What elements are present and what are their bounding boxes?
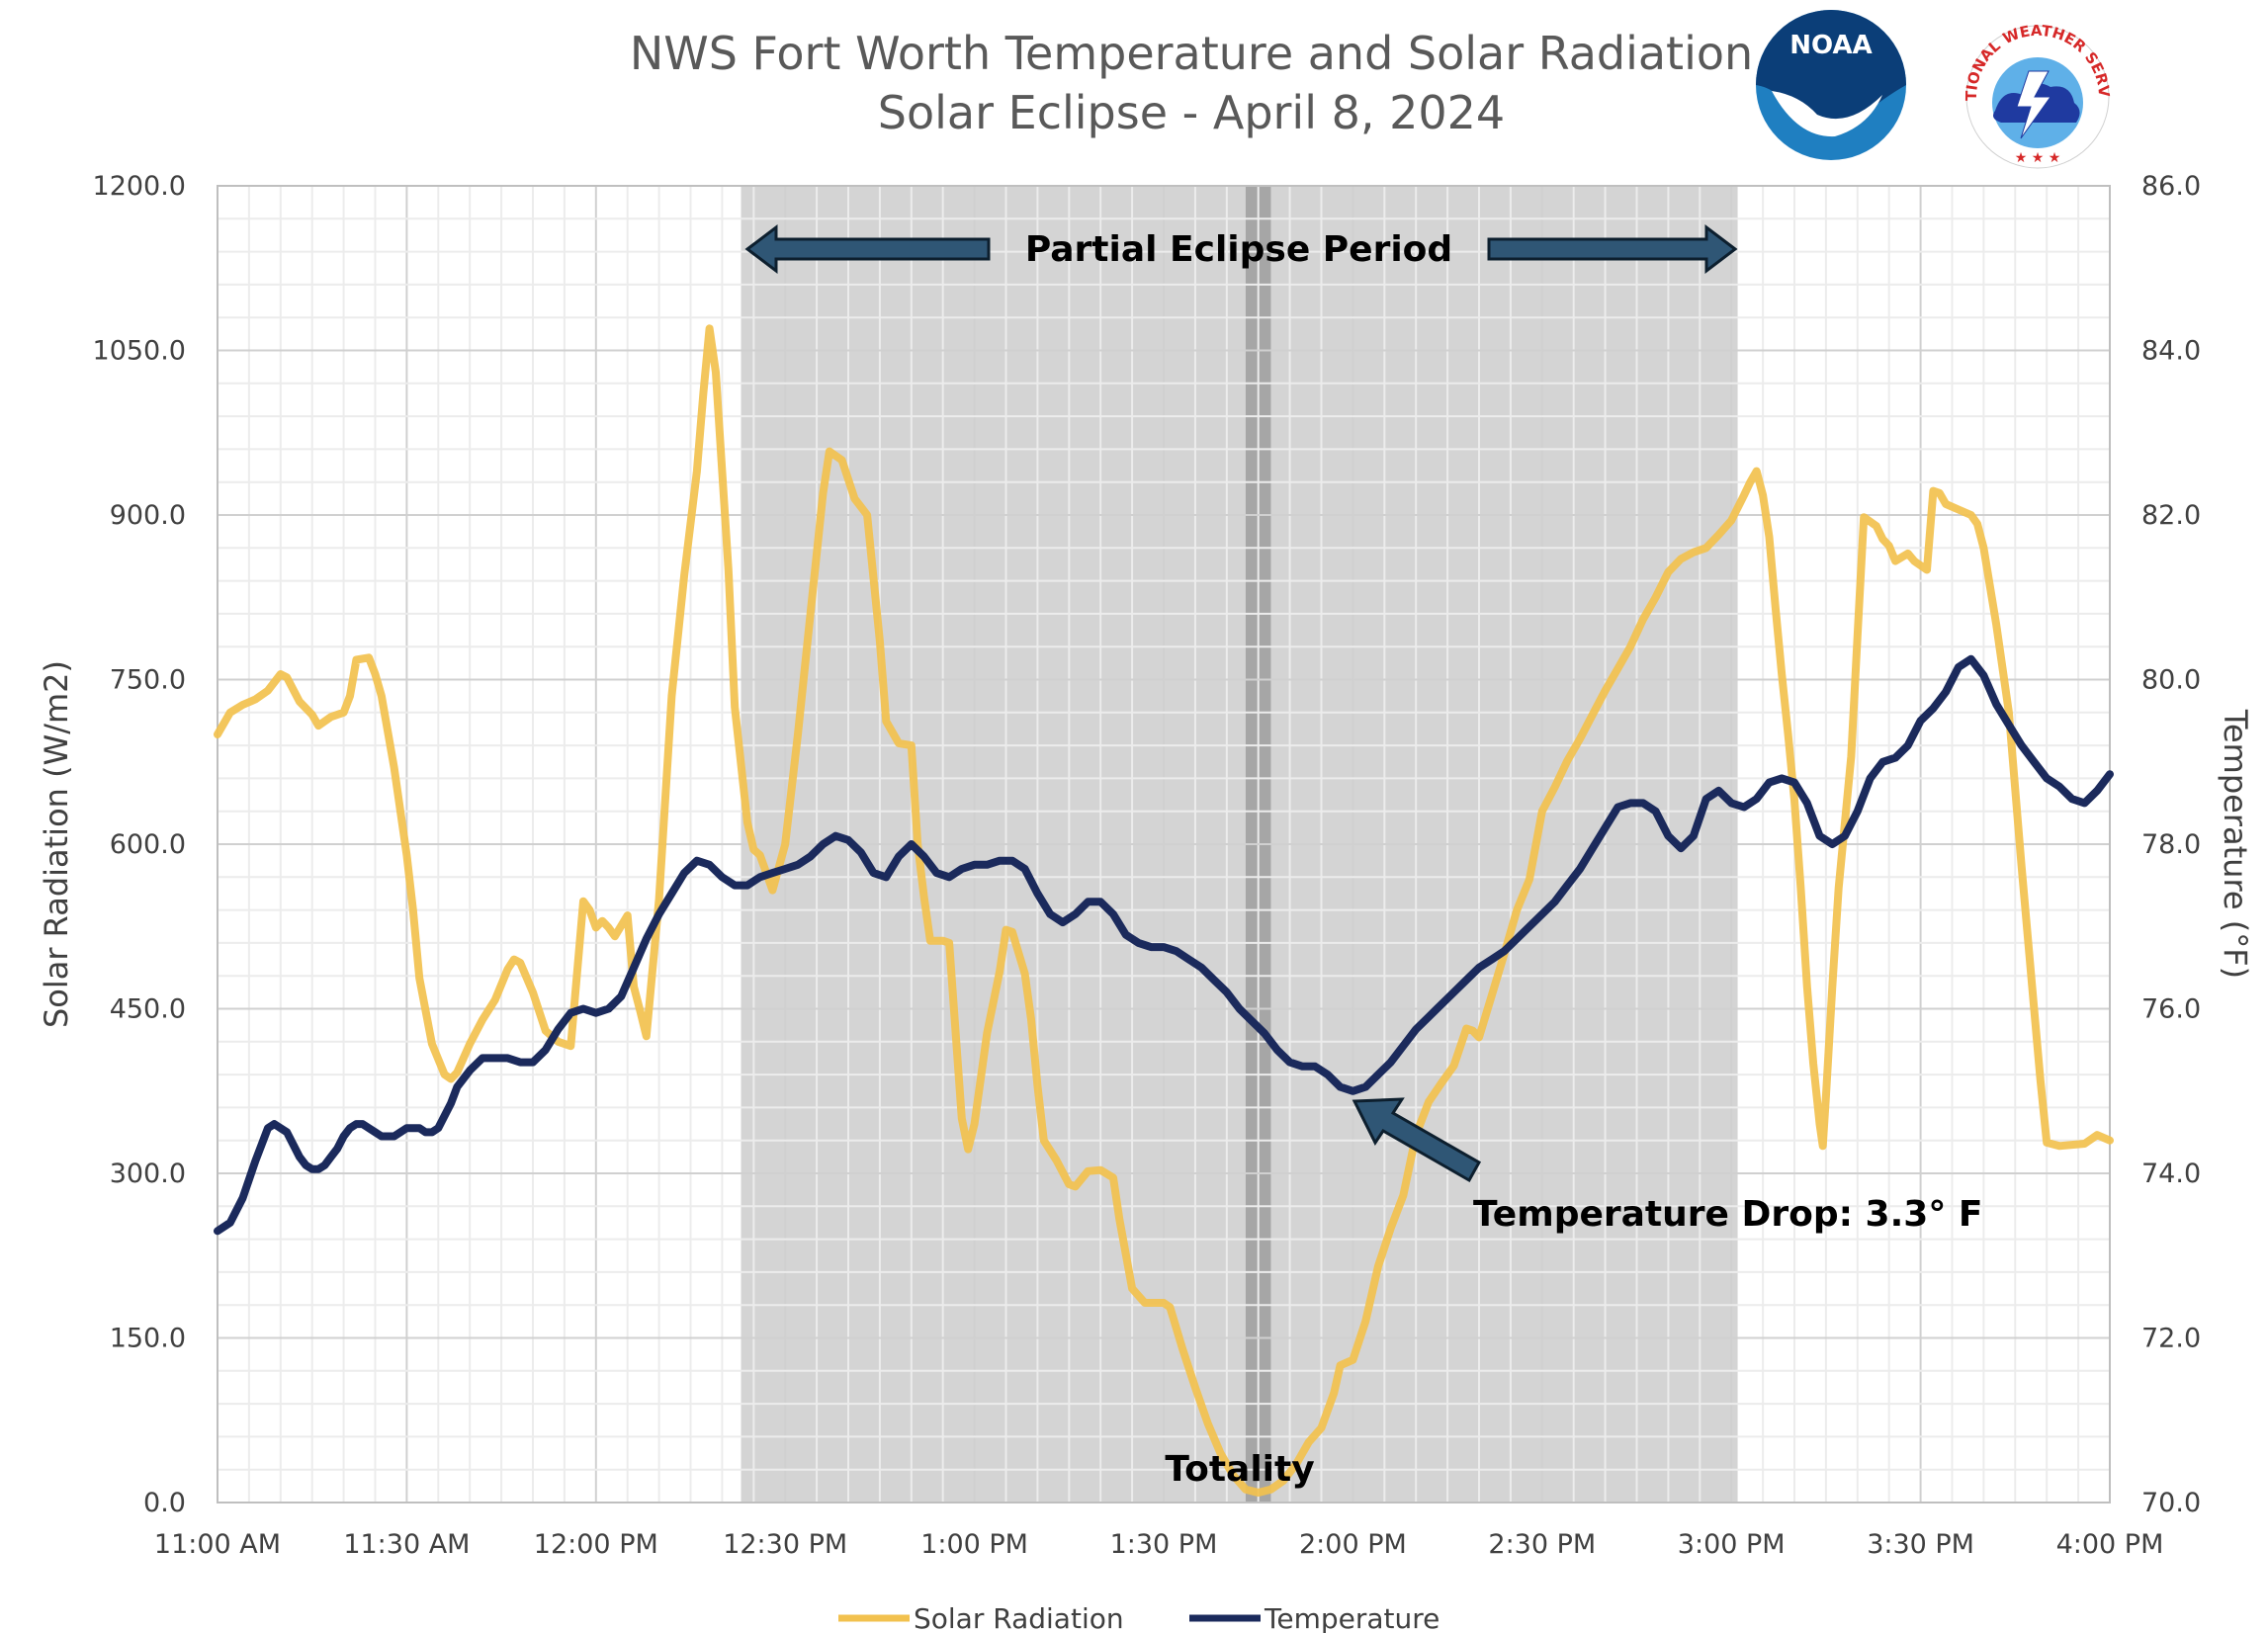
series-layer (214, 324, 2114, 1497)
right-axis-ticks: 70.0 72.0 74.0 76.0 78.0 80.0 82.0 84.0 86.0 (2141, 171, 2201, 1518)
y2-tick-label: 80.0 (2141, 665, 2201, 696)
x-tick-label: 2:30 PM (1488, 1529, 1596, 1560)
temperature-drop-arrow (1352, 1097, 1482, 1183)
y2-tick-label: 70.0 (2141, 1488, 2201, 1518)
x-tick-label: 3:30 PM (1867, 1529, 1974, 1560)
y-tick-label: 900.0 (110, 500, 186, 531)
x-tick-label: 12:00 PM (534, 1529, 658, 1560)
x-axis-ticks: 11:00 AM 11:30 AM 12:00 PM 12:30 PM 1:00 PM 1… (154, 1529, 2163, 1560)
y-tick-label: 450.0 (110, 994, 186, 1025)
y2-tick-label: 74.0 (2141, 1159, 2201, 1189)
temperature-drop-label: Temperature Drop: 3.3° F (1473, 1194, 1982, 1235)
legend-label-temperature: Temperature (1264, 1602, 1439, 1633)
y-tick-label: 0.0 (143, 1488, 186, 1518)
y-tick-label: 750.0 (110, 665, 186, 696)
nws-stars: ★ ★ ★ (2015, 150, 2061, 166)
partial-eclipse-arrow-right (1487, 223, 1738, 275)
x-tick-label: 11:00 AM (154, 1529, 281, 1560)
x-tick-label: 12:30 PM (723, 1529, 847, 1560)
x-tick-label: 1:00 PM (920, 1529, 1028, 1560)
left-axis-ticks: 0.0 150.0 300.0 450.0 600.0 750.0 900.0 1050.0 1… (93, 171, 186, 1518)
x-tick-label: 1:30 PM (1110, 1529, 1218, 1560)
y2-tick-label: 72.0 (2141, 1324, 2201, 1354)
temperature-line (214, 654, 2114, 1236)
x-tick-label: 4:00 PM (2056, 1529, 2164, 1560)
partial-eclipse-arrow-left (744, 223, 991, 275)
x-tick-label: 3:00 PM (1678, 1529, 1786, 1560)
solar-radiation-line (214, 324, 2114, 1497)
chart-title: NWS Fort Worth Temperature and Solar Rad… (630, 27, 1753, 80)
totality-label: Totality (1165, 1449, 1314, 1490)
y2-tick-label: 78.0 (2141, 829, 2201, 860)
y-tick-label: 150.0 (110, 1324, 186, 1354)
y-tick-label: 1200.0 (93, 171, 186, 202)
y2-tick-label: 84.0 (2141, 336, 2201, 367)
y2-axis-label: Temperature (°F) (2217, 709, 2254, 979)
y2-tick-label: 76.0 (2141, 994, 2201, 1025)
y-tick-label: 300.0 (110, 1159, 186, 1189)
plot-frame (217, 185, 2111, 1504)
partial-eclipse-label: Partial Eclipse Period (1025, 229, 1452, 270)
chart-subtitle: Solar Eclipse - April 8, 2024 (878, 86, 1505, 139)
x-tick-label: 2:00 PM (1299, 1529, 1407, 1560)
noaa-logo-icon: NOAA (1756, 10, 1906, 160)
legend: Solar Radiation Temperature (838, 1602, 1439, 1633)
y-axis-label: Solar Radiation (W/m2) (38, 660, 75, 1028)
noaa-logo-text: NOAA (1789, 31, 1872, 60)
legend-label-solar: Solar Radiation (914, 1602, 1124, 1633)
x-tick-label: 11:30 AM (343, 1529, 470, 1560)
y2-tick-label: 82.0 (2141, 500, 2201, 531)
y-tick-label: 1050.0 (93, 336, 186, 367)
y-tick-label: 600.0 (110, 829, 186, 860)
y2-tick-label: 86.0 (2141, 171, 2201, 202)
